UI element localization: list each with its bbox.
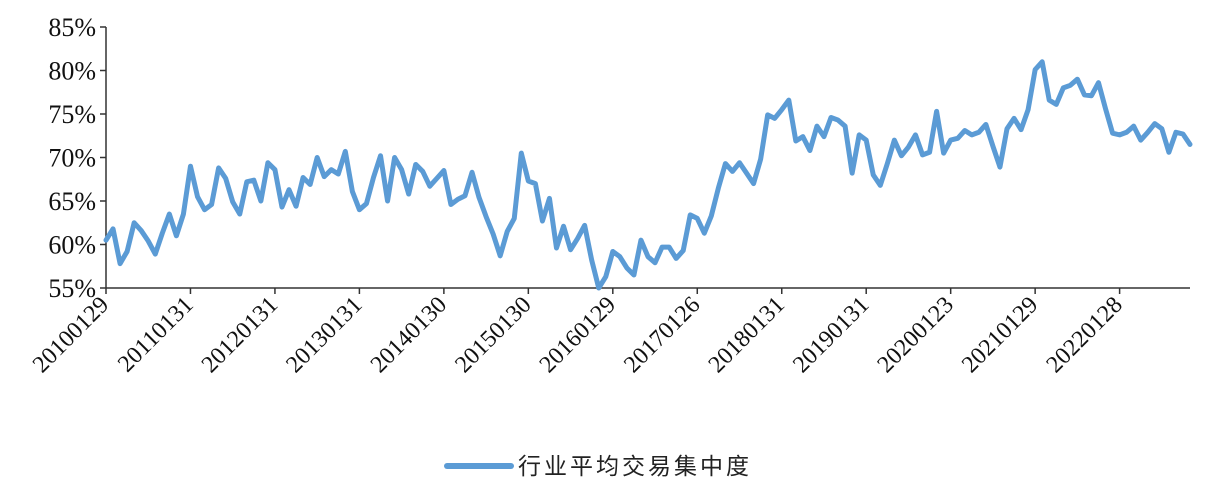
x-tick-label: 20150130 bbox=[450, 292, 536, 378]
x-tick-label: 20130131 bbox=[281, 292, 367, 378]
y-tick-label: 60% bbox=[48, 231, 96, 260]
x-tick-label: 20200123 bbox=[873, 292, 959, 378]
y-tick-label: 75% bbox=[48, 100, 96, 129]
series-line bbox=[103, 59, 1193, 291]
x-tick-label: 20140130 bbox=[366, 292, 452, 378]
y-tick-label: 85% bbox=[48, 13, 96, 42]
x-tick-label: 20220128 bbox=[1042, 292, 1128, 378]
y-tick-label: 65% bbox=[48, 187, 96, 216]
y-tick-label: 80% bbox=[48, 57, 96, 86]
x-tick-label: 20170126 bbox=[619, 292, 705, 378]
y-axis: 55% 60% 65% 70% 75% 80% 85% bbox=[48, 13, 107, 303]
legend: 行业平均交易集中度 bbox=[444, 454, 752, 480]
y-tick-label: 70% bbox=[48, 144, 96, 173]
series-lines bbox=[103, 59, 1193, 291]
legend-label: 行业平均交易集中度 bbox=[518, 454, 752, 480]
y-tick-label: 55% bbox=[48, 274, 96, 303]
x-tick-label: 20210129 bbox=[957, 292, 1043, 378]
x-tick-label: 20160129 bbox=[535, 292, 621, 378]
x-tick-label: 20190131 bbox=[788, 292, 874, 378]
x-tick-label: 20180131 bbox=[704, 292, 790, 378]
x-tick-label: 20100129 bbox=[28, 292, 114, 378]
x-axis: 2010012920110131201201312013013120140130… bbox=[28, 287, 1190, 378]
x-tick-label: 20120131 bbox=[197, 292, 283, 378]
x-tick-label: 20110131 bbox=[113, 292, 199, 378]
